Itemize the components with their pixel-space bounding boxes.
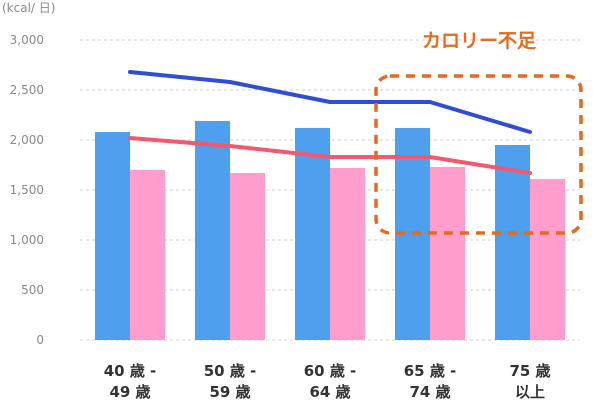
category-label: 50 歳 -: [204, 362, 257, 380]
bar: [195, 121, 230, 340]
category-label: 40 歳 -: [104, 362, 157, 380]
y-tick-label: 3,000: [10, 33, 44, 47]
bar: [95, 132, 130, 340]
bar: [130, 170, 165, 340]
category-label: 49 歳: [109, 383, 150, 401]
bar: [330, 168, 365, 340]
category-label: 64 歳: [309, 383, 350, 401]
category-label: 65 歳 -: [404, 362, 457, 380]
y-tick-label: 500: [21, 283, 44, 297]
calorie-shortage-annotation: カロリー不足: [422, 30, 537, 52]
y-tick-label: 0: [36, 333, 44, 347]
category-label: 59 歳: [209, 383, 250, 401]
x-axis-categories: 40 歳 - 49 歳 50 歳 - 59 歳 60 歳 - 64 歳 65 歳 - 74 歳…: [104, 362, 551, 401]
series-line: [128, 70, 532, 134]
y-tick-label: 2,000: [10, 133, 44, 147]
series-line: [128, 136, 532, 175]
bar: [295, 128, 330, 340]
y-tick-label: 1,000: [10, 233, 44, 247]
y-axis-unit-label: (kcal/ 日): [2, 1, 55, 15]
lines: [128, 70, 532, 175]
bar: [530, 179, 565, 340]
highlight-box: [374, 74, 583, 235]
bars: [95, 121, 565, 340]
category-label: 以上: [515, 383, 545, 401]
bar: [430, 167, 465, 340]
category-label: 60 歳 -: [304, 362, 357, 380]
bar: [495, 145, 530, 340]
category-label: 75 歳: [509, 362, 550, 380]
y-tick-label: 2,500: [10, 83, 44, 97]
y-axis-ticks: 0 500 1,000 1,500 2,000 2,500 3,000: [10, 33, 44, 347]
y-tick-label: 1,500: [10, 183, 44, 197]
category-label: 74 歳: [409, 383, 450, 401]
bar: [230, 173, 265, 340]
